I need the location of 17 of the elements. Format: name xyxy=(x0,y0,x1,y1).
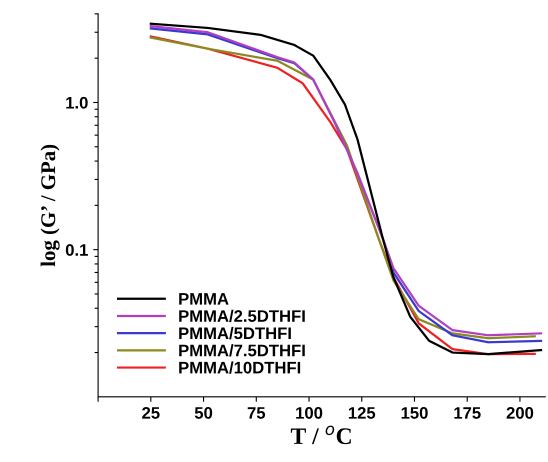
x-tick-label: 125 xyxy=(348,407,376,419)
y-axis-title: log (G’ / GPa) xyxy=(40,144,60,266)
x-tick-label: 175 xyxy=(454,407,481,419)
legend-label: PMMA xyxy=(179,293,229,305)
x-tick-label: 150 xyxy=(402,407,428,419)
x-tick-label: 25 xyxy=(142,407,160,419)
legend-label: PMMA/2.5DTHFI xyxy=(179,310,305,322)
x-tick-label: 75 xyxy=(248,407,266,419)
legend-label: PMMA/7.5DTHFI xyxy=(179,344,305,357)
x-tick-label: 200 xyxy=(506,407,534,419)
legend-label: PMMA/5DTHFI xyxy=(179,326,291,340)
y-tick-label: 1.0 xyxy=(66,96,88,109)
x-tick-label: 50 xyxy=(194,407,212,419)
legend-label: PMMA/10DTHFI xyxy=(179,361,300,374)
y-tick-label: 0.1 xyxy=(66,244,88,256)
x-axis-title: T / $^{o}$C xyxy=(290,426,351,444)
x-tick-label: 100 xyxy=(296,407,322,419)
